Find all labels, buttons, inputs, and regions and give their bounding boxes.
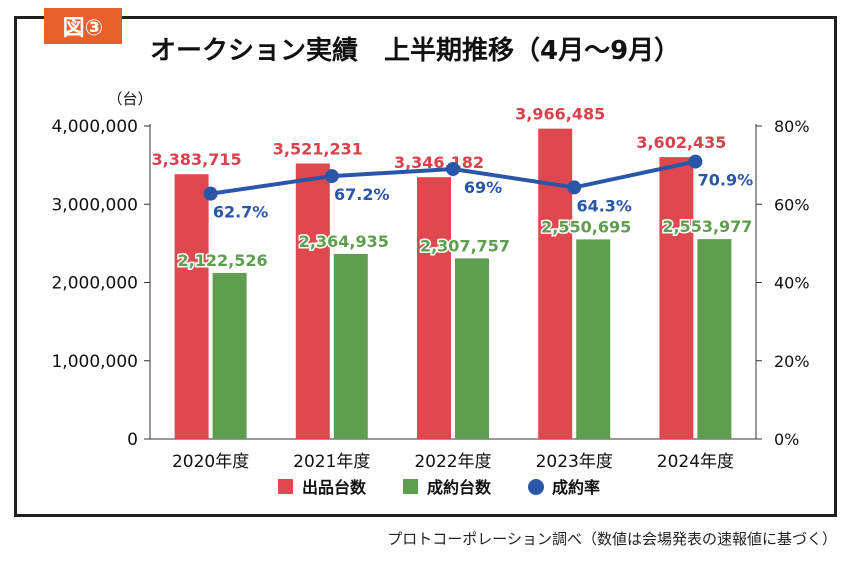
bar-contracted-label: 2,122,526	[178, 251, 268, 270]
x-tick-label: 2020年度	[172, 452, 249, 472]
bar-listed	[417, 177, 451, 439]
bar-listed-label: 3,602,435	[636, 133, 726, 152]
rate-point	[567, 180, 582, 195]
x-tick-label: 2024年度	[657, 452, 734, 472]
y2-tick-label: 60%	[774, 195, 810, 214]
legend-rate-label: 成約率	[552, 478, 600, 497]
bar-listed	[659, 157, 694, 439]
bar-contracted	[212, 272, 247, 439]
legend-listed-label: 出品台数	[302, 478, 367, 497]
bar-listed	[174, 174, 209, 439]
bar-contracted-label: 2,550,695	[541, 217, 631, 236]
bar-contracted	[697, 239, 732, 439]
bar-listed-label: 3,966,485	[515, 105, 605, 124]
y2-tick-label: 20%	[774, 352, 810, 371]
y-tick-label: 2,000,000	[51, 274, 138, 294]
rate-label: 69%	[464, 178, 502, 197]
x-tick-label: 2021年度	[293, 452, 370, 472]
chart-title: オークション実績 上半期推移（4月〜9月）	[150, 36, 681, 66]
legend-rate-swatch	[528, 479, 544, 495]
y-tick-label: 3,000,000	[51, 195, 138, 215]
y-unit-label: （台）	[107, 90, 152, 108]
x-tick-label: 2023年度	[536, 452, 613, 472]
x-tick-label: 2022年度	[414, 452, 491, 472]
bar-listed	[295, 163, 330, 439]
bar-contracted-label: 2,364,935	[299, 232, 389, 251]
rate-label: 70.9%	[698, 171, 754, 190]
bar-listed-label: 3,346,182	[394, 153, 484, 172]
y-tick-label: 4,000,000	[51, 117, 138, 137]
legend-contracted-swatch	[403, 479, 418, 494]
bar-contracted-label: 2,553,977	[662, 217, 752, 236]
source-note: プロトコーポレーション調べ（数値は会場発表の速報値に基づく）	[387, 530, 837, 548]
bar-contracted	[576, 239, 611, 439]
y-tick-label: 0	[127, 430, 138, 450]
figure-badge: 図③	[44, 8, 122, 44]
bar-listed-label: 3,383,715	[152, 150, 242, 169]
bar-contracted-label: 2,307,757	[420, 236, 510, 255]
legend-listed-swatch	[278, 479, 293, 494]
y2-tick-label: 0%	[774, 430, 799, 449]
bar-contracted	[333, 253, 368, 439]
bar-listed	[538, 128, 573, 439]
rate-point	[446, 162, 460, 177]
y2-tick-label: 40%	[774, 274, 810, 293]
rate-point	[324, 169, 339, 184]
legend-contracted-label: 成約台数	[427, 478, 492, 497]
rate-label: 62.7%	[213, 203, 269, 222]
y2-tick-label: 80%	[774, 117, 810, 136]
rate-point	[688, 154, 703, 169]
rate-point	[203, 186, 218, 201]
bar-listed-label: 3,521,231	[273, 139, 363, 158]
rate-label: 67.2%	[334, 185, 390, 204]
bar-contracted	[455, 258, 489, 439]
rate-label: 64.3%	[576, 196, 632, 215]
y-tick-label: 1,000,000	[51, 352, 138, 372]
